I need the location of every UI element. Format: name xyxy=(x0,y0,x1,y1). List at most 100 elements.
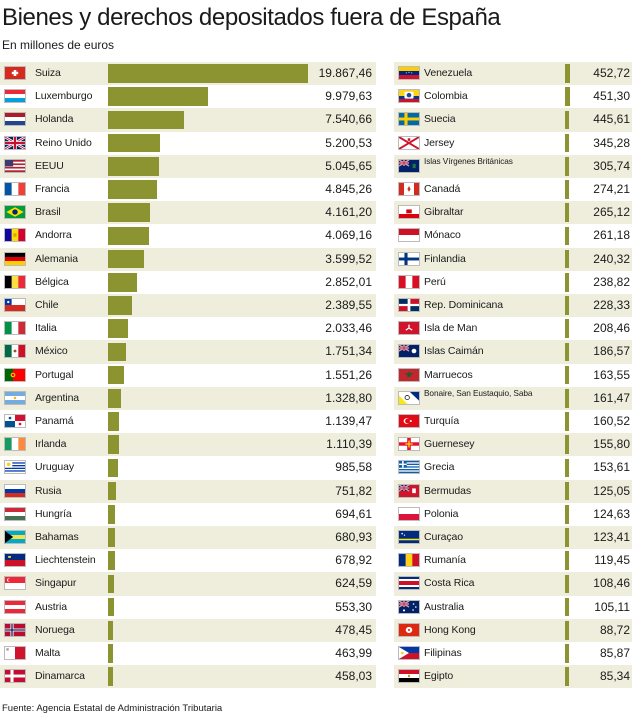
bar xyxy=(108,551,115,571)
bar xyxy=(108,644,113,663)
value-label: 186,57 xyxy=(593,344,630,359)
chart-row: Portugal 1.551,26 xyxy=(0,364,376,387)
chart-row: Bermudas 125,05 xyxy=(394,479,632,503)
chart-row: Australia 105,11 xyxy=(394,596,632,619)
category-label: Argentina xyxy=(35,391,80,404)
bar xyxy=(565,667,569,687)
value-label: 4.845,26 xyxy=(325,182,372,196)
category-label: Hungría xyxy=(35,507,72,520)
chart-row: Brasil 4.161,20 xyxy=(0,201,376,225)
value-label: 458,03 xyxy=(335,669,372,684)
value-label: 4.161,20 xyxy=(325,205,372,220)
category-label: Irlanda xyxy=(35,438,67,451)
value-label: 9.979,63 xyxy=(325,89,372,104)
russia-flag-icon xyxy=(4,483,26,498)
value-label: 2.389,55 xyxy=(325,298,372,312)
chart-row: Noruega 478,45 xyxy=(0,618,376,642)
bar xyxy=(108,481,116,501)
bar xyxy=(108,133,161,153)
bar xyxy=(565,412,569,431)
australia-flag-icon xyxy=(398,599,420,614)
bar xyxy=(565,64,570,83)
chart-row: Irlanda 1.110,39 xyxy=(0,433,376,457)
bar xyxy=(108,458,118,478)
argentina-flag-icon xyxy=(4,390,26,405)
category-label: Islas Caimán xyxy=(424,345,484,358)
category-label: Bahamas xyxy=(35,531,79,543)
chart-row: Austria 553,30 xyxy=(0,596,376,619)
mexico-flag-icon xyxy=(4,344,26,359)
category-label: Finlandia xyxy=(424,252,466,265)
category-label: Australia xyxy=(424,600,464,613)
value-label: 88,72 xyxy=(599,622,630,637)
value-label: 155,80 xyxy=(593,437,630,452)
category-label: México xyxy=(35,345,68,358)
category-label: Filipinas xyxy=(424,647,462,659)
category-label: Jersey xyxy=(424,136,455,149)
category-label: Liechtenstein xyxy=(35,554,96,567)
bar xyxy=(565,226,569,246)
austria-flag-icon xyxy=(4,599,26,614)
category-label: Costa Rica xyxy=(424,577,475,590)
bar xyxy=(565,505,569,524)
peru-flag-icon xyxy=(398,274,420,289)
bar xyxy=(108,249,145,269)
value-label: 124,63 xyxy=(593,506,630,521)
category-label: Luxemburgo xyxy=(35,90,93,103)
category-label: EEUU xyxy=(35,159,64,172)
ireland-flag-icon xyxy=(4,437,26,452)
bar xyxy=(565,203,569,223)
british-virgin-islands-flag-icon xyxy=(398,158,420,173)
monaco-flag-icon xyxy=(398,228,420,243)
bar xyxy=(108,157,159,176)
bar xyxy=(108,667,113,687)
category-label: Grecia xyxy=(424,461,455,474)
bar xyxy=(108,180,157,199)
bar xyxy=(565,389,569,408)
bar xyxy=(108,87,209,107)
value-label: 985,58 xyxy=(335,460,372,475)
bar xyxy=(108,365,124,385)
bar xyxy=(565,110,570,130)
value-label: 2.033,46 xyxy=(325,321,372,336)
bar xyxy=(565,481,569,501)
value-label: 1.328,80 xyxy=(325,390,372,405)
category-label: Rumanía xyxy=(424,554,466,567)
chart-row: México 1.751,34 xyxy=(0,340,376,364)
value-label: 228,33 xyxy=(593,298,630,312)
bar xyxy=(565,528,569,547)
bar xyxy=(565,296,569,315)
chart-row: Curaçao 123,41 xyxy=(394,526,632,550)
chart-row: Polonia 124,63 xyxy=(394,503,632,526)
value-label: 1.110,39 xyxy=(326,437,372,452)
chart-row: Suiza 19.867,46 xyxy=(0,62,376,86)
venezuela-flag-icon xyxy=(398,66,420,80)
value-label: 153,61 xyxy=(593,460,630,475)
brazil-flag-icon xyxy=(4,205,26,220)
value-label: 451,30 xyxy=(593,89,630,104)
bar xyxy=(108,273,137,292)
value-label: 1.751,34 xyxy=(325,344,372,359)
bar xyxy=(565,458,569,478)
category-label: Alemania xyxy=(35,252,78,265)
category-label: Guernesey xyxy=(424,438,475,451)
value-label: 163,55 xyxy=(593,367,630,382)
bar xyxy=(108,389,122,408)
bar xyxy=(565,273,569,292)
value-label: 3.599,52 xyxy=(325,251,372,266)
value-label: 119,45 xyxy=(594,553,630,568)
guernsey-flag-icon xyxy=(398,437,420,452)
category-label: Canadá xyxy=(424,183,461,195)
chart-row: Rep. Dominicana 228,33 xyxy=(394,294,632,318)
chart-row: Bonaire, San Eustaquio, Saba 161,47 xyxy=(394,386,632,410)
liechtenstein-flag-icon xyxy=(4,553,26,568)
chart-row: Colombia 451,30 xyxy=(394,85,632,108)
value-label: 238,82 xyxy=(593,274,630,289)
poland-flag-icon xyxy=(398,506,420,521)
value-label: 680,93 xyxy=(335,530,372,544)
chart-row: Filipinas 85,87 xyxy=(394,642,632,665)
value-label: 1.139,47 xyxy=(325,414,372,428)
bar xyxy=(565,180,569,199)
cayman-islands-flag-icon xyxy=(398,344,420,359)
morocco-flag-icon xyxy=(398,367,420,382)
